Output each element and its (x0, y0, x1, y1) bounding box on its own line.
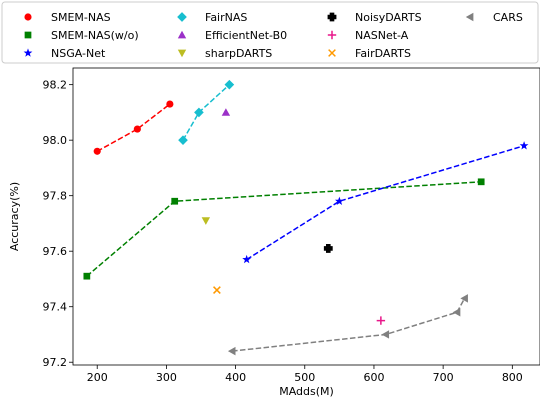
y-tick-label: 98.2 (43, 79, 68, 92)
legend-marker-noisydarts (327, 12, 337, 22)
legend-item-noisydarts: NoisyDARTS (327, 11, 422, 24)
x-tick-label: 200 (87, 371, 108, 384)
legend-marker-efficientnet-b0 (177, 30, 187, 39)
y-tick-label: 97.6 (43, 245, 68, 258)
data-point-nsga-net (519, 141, 529, 150)
data-point-smem-nas (166, 100, 174, 108)
series-line-smem-nas-w-o (86, 181, 482, 277)
data-point-cars (381, 330, 390, 339)
x-tick-label: 300 (156, 371, 177, 384)
series-smem-nas (93, 100, 174, 155)
x-tick-label: 800 (502, 371, 523, 384)
legend-item-cars: CARS (465, 11, 523, 24)
data-point-fairdarts (213, 286, 221, 294)
series-sharpdarts (201, 217, 211, 225)
legend-label-fairdarts: FairDARTS (355, 47, 411, 60)
series-layer (83, 79, 529, 356)
data-point-cars (452, 308, 461, 317)
data-point-smem-nas-w-o (477, 178, 485, 186)
series-nsga-net (242, 141, 529, 264)
legend-label-smem-nas-w-o: SMEM-NAS(w/o) (51, 29, 139, 42)
series-fairnas (178, 79, 235, 145)
legend-label-fairnas: FairNAS (205, 11, 247, 24)
data-point-smem-nas-w-o (171, 197, 179, 205)
legend-label-smem-nas: SMEM-NAS (51, 11, 111, 24)
legend-item-efficientnet-b0: EfficientNet-B0 (177, 29, 287, 42)
data-point-fairnas (178, 135, 188, 145)
data-point-nsga-net (242, 254, 252, 264)
legend-item-nasnet-a: NASNet-A (327, 29, 409, 42)
x-tick-label: 500 (294, 371, 315, 384)
legend-item-nsga-net: NSGA-Net (23, 47, 106, 60)
legend-item-fairnas: FairNAS (177, 11, 247, 24)
data-point-smem-nas (133, 125, 141, 133)
series-line-nsga-net (246, 145, 525, 261)
x-axis-label: MAdds(M) (279, 385, 334, 398)
legend-marker-fairdarts (328, 49, 336, 57)
legend-marker-nasnet-a (327, 30, 337, 40)
legend-label-nasnet-a: NASNet-A (355, 29, 409, 42)
y-tick-label: 97.4 (43, 301, 68, 314)
legend-item-sharpdarts: sharpDARTS (177, 47, 272, 60)
series-cars (227, 294, 468, 356)
legend-item-smem-nas-w-o: SMEM-NAS(w/o) (24, 29, 139, 42)
y-tick-label: 97.8 (43, 190, 68, 203)
data-point-smem-nas (93, 147, 101, 155)
legend-marker-smem-nas (24, 13, 32, 21)
legend-label-efficientnet-b0: EfficientNet-B0 (205, 29, 287, 42)
legend-marker-cars (465, 12, 474, 22)
legend-marker-nsga-net (23, 48, 33, 57)
y-axis-label: Accuracy(%) (8, 182, 21, 251)
plot-area-frame (72, 67, 540, 366)
series-line-cars (232, 298, 466, 352)
legend-label-cars: CARS (493, 11, 523, 24)
data-point-nsga-net (334, 196, 344, 205)
legend: SMEM-NAS SMEM-NAS(w/o) NSGA-Net FairNAS Effi… (1, 1, 539, 64)
series-nasnet-a (376, 316, 386, 325)
legend-item-fairdarts: FairDARTS (328, 47, 411, 60)
data-point-nasnet-a (376, 316, 386, 325)
legend-marker-fairnas (177, 12, 187, 22)
legend-label-sharpdarts: sharpDARTS (205, 47, 272, 60)
series-smem-nas-w-o (83, 178, 485, 280)
data-point-sharpdarts (201, 217, 211, 225)
series-efficientnet-b0 (221, 108, 231, 116)
series-fairdarts (213, 286, 221, 294)
legend-box (1, 1, 539, 64)
x-tick-label: 600 (363, 371, 384, 384)
data-point-cars (227, 346, 236, 356)
legend-item-smem-nas: SMEM-NAS (24, 11, 111, 24)
legend-label-noisydarts: NoisyDARTS (355, 11, 422, 24)
series-noisydarts (323, 244, 333, 253)
series-line-smem-nas (96, 103, 171, 152)
data-point-efficientnet-b0 (221, 108, 231, 116)
x-tick-label: 400 (225, 371, 246, 384)
axes-layer: 200 300 400 500 600 700 800 97.2 97.4 97.6 97.8 98.… (43, 79, 523, 384)
series-line-fairnas (182, 84, 230, 141)
legend-marker-smem-nas-w-o (24, 31, 32, 39)
legend-label-nsga-net: NSGA-Net (51, 47, 106, 60)
data-point-fairnas (194, 107, 204, 118)
legend-marker-sharpdarts (177, 49, 187, 58)
data-point-cars (460, 294, 468, 303)
x-tick-label: 700 (433, 371, 454, 384)
data-point-fairnas (224, 79, 235, 90)
data-point-smem-nas-w-o (83, 272, 91, 280)
y-tick-label: 98.0 (43, 134, 68, 147)
y-tick-label: 97.2 (43, 356, 68, 369)
data-point-noisydarts (323, 244, 333, 253)
